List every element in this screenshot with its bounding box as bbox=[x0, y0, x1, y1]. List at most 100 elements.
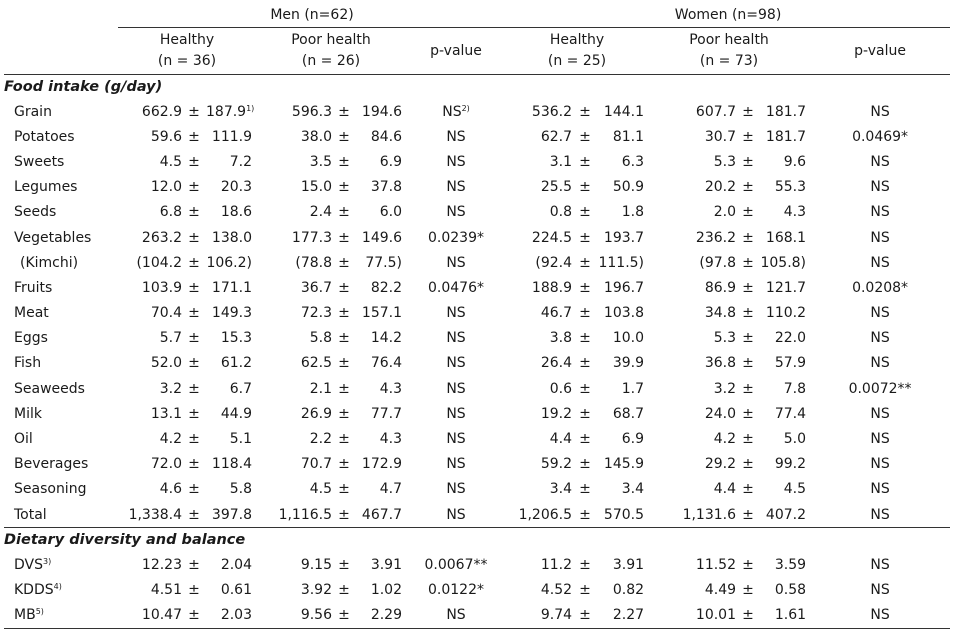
women-poor-mean: 5.3 bbox=[713, 330, 737, 347]
men-poor-mean: 4.5 bbox=[309, 481, 332, 498]
men-healthy-sd: 397.8 bbox=[206, 502, 256, 529]
men-healthy-sd: 111.9 bbox=[211, 128, 252, 145]
women-healthy-sd: 50.9 bbox=[612, 179, 645, 196]
plus-minus-sign: ± bbox=[188, 254, 200, 271]
plus-minus-sign: ± bbox=[742, 179, 754, 196]
women-poor-mean: 10.01 bbox=[648, 602, 737, 629]
plus-minus-sign: ± bbox=[579, 355, 591, 372]
table-row: (Kimchi) (104.2 ±106.2) (78.8 ±77.5) NS (92.4 ±… bbox=[4, 250, 950, 275]
table-row: Beverages 72.0 ±118.4 70.7 ±172.9 NS 59.2 ±145.… bbox=[4, 452, 950, 477]
men-pvalue: NS bbox=[446, 153, 466, 170]
men-pvalue: NS2) bbox=[442, 103, 470, 120]
plus-minus-sign: ± bbox=[742, 128, 754, 145]
row-label: Legumes bbox=[14, 179, 78, 196]
plus-minus-sign: ± bbox=[742, 204, 754, 221]
plus-minus-sign: ± bbox=[188, 581, 200, 598]
men-pvalue: 0.0122* bbox=[428, 581, 484, 598]
women-poor-sd: 57.9 bbox=[774, 355, 807, 372]
women-healthy-mean: 59.2 bbox=[540, 456, 573, 473]
women-poor-sd: 0.58 bbox=[774, 581, 807, 598]
plus-minus-sign: ± bbox=[742, 456, 754, 473]
men-pvalue: NS bbox=[446, 254, 466, 271]
men-healthy-mean: 70.4 bbox=[150, 305, 182, 322]
men-poor-sd: 2.29 bbox=[356, 602, 406, 629]
women-poor-sd: 1.61 bbox=[760, 602, 811, 629]
row-label: Eggs bbox=[14, 330, 48, 347]
women-group-header: Women (n=98) bbox=[506, 3, 951, 28]
men-poor-mean: 596.3 bbox=[291, 103, 332, 120]
women-healthy-sd: 68.7 bbox=[612, 405, 645, 422]
men-pvalue: NS bbox=[446, 204, 466, 221]
men-poor-sd: 194.6 bbox=[361, 103, 402, 120]
men-healthy-mean: (104.2 bbox=[136, 254, 182, 271]
men-healthy-sd: 149.3 bbox=[211, 305, 252, 322]
table-row: Sweets 4.5 ±7.2 3.5 ±6.9 NS 3.1 ±6.3 5.3 ±9.6 NS bbox=[4, 149, 950, 174]
women-poor-sd: 4.3 bbox=[783, 204, 807, 221]
plus-minus-sign: ± bbox=[338, 254, 350, 271]
row-label: Total bbox=[4, 502, 118, 529]
men-healthy-mean: 52.0 bbox=[150, 355, 182, 372]
men-healthy-sd: 5.8 bbox=[229, 481, 252, 498]
men-poor-mean: 70.7 bbox=[300, 456, 332, 473]
women-poor-sd: 168.1 bbox=[765, 229, 807, 246]
women-healthy-sd: 570.5 bbox=[598, 502, 649, 529]
plus-minus-sign: ± bbox=[338, 581, 350, 598]
table-row: Seeds 6.8 ±18.6 2.4 ±6.0 NS 0.8 ±1.8 2.0 ±4.3 NS bbox=[4, 200, 950, 225]
plus-minus-sign: ± bbox=[188, 355, 200, 372]
plus-minus-sign: ± bbox=[188, 330, 200, 347]
men-group-header: Men (n=62) bbox=[118, 3, 507, 28]
men-healthy-mean: 103.9 bbox=[141, 279, 182, 296]
women-pvalue: NS bbox=[870, 204, 890, 221]
women-poor-mean: 36.8 bbox=[704, 355, 737, 372]
plus-minus-sign: ± bbox=[188, 279, 200, 296]
men-healthy-mean: 13.1 bbox=[150, 405, 182, 422]
men-healthy-mean: 4.6 bbox=[159, 481, 182, 498]
men-healthy-mean: 4.5 bbox=[159, 153, 182, 170]
women-poor-mean: 2.0 bbox=[713, 204, 737, 221]
men-healthy-mean: 4.2 bbox=[159, 431, 182, 448]
women-pvalue: NS bbox=[870, 405, 890, 422]
men-healthy-header: Healthy (n = 36) bbox=[118, 27, 256, 75]
women-healthy-sd: 39.9 bbox=[612, 355, 645, 372]
plus-minus-sign: ± bbox=[332, 502, 356, 529]
men-healthy-mean: 3.2 bbox=[159, 380, 182, 397]
women-pvalue: 0.0469* bbox=[852, 128, 909, 145]
row-label: Fish bbox=[14, 355, 42, 372]
women-healthy-sd: 145.9 bbox=[603, 456, 645, 473]
plus-minus-sign: ± bbox=[338, 279, 350, 296]
plus-minus-sign: ± bbox=[338, 330, 350, 347]
men-healthy-mean: 72.0 bbox=[150, 456, 182, 473]
plus-minus-sign: ± bbox=[579, 153, 591, 170]
plus-minus-sign: ± bbox=[742, 380, 754, 397]
plus-minus-sign: ± bbox=[338, 128, 350, 145]
men-pvalue-header: p-value bbox=[406, 27, 507, 75]
men-pvalue: NS bbox=[446, 330, 466, 347]
plus-minus-sign: ± bbox=[742, 103, 754, 120]
men-poor-sd: 6.9 bbox=[379, 153, 402, 170]
plus-minus-sign: ± bbox=[579, 254, 591, 271]
plus-minus-sign: ± bbox=[338, 179, 350, 196]
men-healthy-mean: 1,338.4 bbox=[118, 502, 182, 529]
men-healthy-mean: 4.51 bbox=[150, 581, 182, 598]
men-poor-mean: 36.7 bbox=[300, 279, 332, 296]
women-healthy-mean: 3.8 bbox=[549, 330, 573, 347]
men-poor-sd: 157.1 bbox=[361, 305, 402, 322]
plus-minus-sign: ± bbox=[579, 279, 591, 296]
women-healthy-mean: 3.1 bbox=[549, 153, 573, 170]
women-healthy-mean: 4.52 bbox=[540, 581, 573, 598]
row-label: Sweets bbox=[14, 153, 65, 170]
men-healthy-sd: 118.4 bbox=[211, 456, 252, 473]
plus-minus-sign: ± bbox=[572, 502, 599, 529]
plus-minus-sign: ± bbox=[188, 204, 200, 221]
men-poor-sd: 172.9 bbox=[361, 456, 402, 473]
women-pvalue: NS bbox=[870, 355, 890, 372]
women-healthy-sd: 10.0 bbox=[612, 330, 645, 347]
plus-minus-sign: ± bbox=[579, 456, 591, 473]
row-label: Grain bbox=[14, 103, 52, 120]
row-label: KDDS4) bbox=[14, 581, 62, 598]
plus-minus-sign: ± bbox=[572, 602, 599, 629]
women-poor-mean: 236.2 bbox=[695, 229, 737, 246]
women-poor-mean: 5.3 bbox=[713, 153, 737, 170]
men-poor-sd: 467.7 bbox=[356, 502, 406, 529]
men-poor-mean: 2.2 bbox=[309, 431, 332, 448]
